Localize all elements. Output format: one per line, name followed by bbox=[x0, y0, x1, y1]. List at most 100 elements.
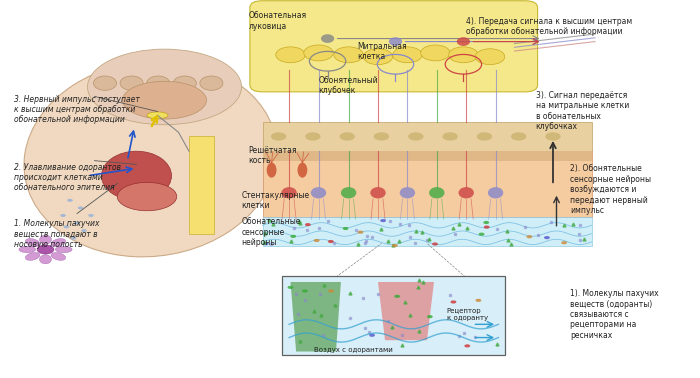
Circle shape bbox=[363, 49, 393, 65]
Ellipse shape bbox=[88, 49, 241, 125]
Circle shape bbox=[302, 290, 308, 293]
Text: Митральная
клетка: Митральная клетка bbox=[357, 42, 407, 61]
Circle shape bbox=[394, 295, 400, 298]
Circle shape bbox=[305, 132, 321, 141]
Text: Решётчатая
кость: Решётчатая кость bbox=[248, 146, 297, 165]
Circle shape bbox=[64, 225, 69, 228]
Ellipse shape bbox=[389, 37, 402, 46]
Ellipse shape bbox=[200, 76, 223, 90]
Circle shape bbox=[427, 315, 433, 318]
Ellipse shape bbox=[267, 163, 276, 178]
Ellipse shape bbox=[341, 187, 356, 198]
Text: 1). Молекулы пахучих
веществ (одоранты)
связываются с
рецепторами на
ресничках: 1). Молекулы пахучих веществ (одоранты) … bbox=[570, 289, 659, 340]
Polygon shape bbox=[378, 282, 434, 340]
Bar bbox=[262, 151, 592, 217]
Circle shape bbox=[290, 235, 296, 238]
Circle shape bbox=[37, 245, 54, 254]
Text: 1. Молекулы пахучих
веществ попадают в
носовую полость: 1. Молекулы пахучих веществ попадают в н… bbox=[14, 219, 99, 249]
Bar bbox=[389, 296, 413, 307]
Circle shape bbox=[421, 45, 450, 61]
Circle shape bbox=[358, 231, 363, 234]
Circle shape bbox=[393, 47, 422, 63]
Circle shape bbox=[451, 301, 456, 304]
Circle shape bbox=[374, 132, 389, 141]
Text: Обонательные
сенсорные
нейроны: Обонательные сенсорные нейроны bbox=[241, 217, 301, 247]
Ellipse shape bbox=[25, 239, 40, 246]
Circle shape bbox=[475, 299, 482, 302]
Ellipse shape bbox=[146, 76, 169, 90]
Circle shape bbox=[545, 132, 561, 141]
Circle shape bbox=[442, 132, 458, 141]
Bar bbox=[262, 122, 592, 151]
Circle shape bbox=[71, 237, 76, 240]
Ellipse shape bbox=[51, 239, 66, 246]
Ellipse shape bbox=[321, 34, 335, 43]
Circle shape bbox=[369, 334, 375, 337]
Circle shape bbox=[477, 132, 492, 141]
Ellipse shape bbox=[102, 151, 172, 200]
Bar bbox=[262, 151, 592, 161]
Polygon shape bbox=[290, 282, 341, 352]
Circle shape bbox=[305, 223, 311, 226]
Circle shape bbox=[271, 132, 286, 141]
Circle shape bbox=[340, 132, 355, 141]
Bar bbox=[407, 313, 429, 321]
Text: Воздух с одорантами: Воздух с одорантами bbox=[314, 347, 393, 353]
Text: 3. Нервный импульс поступает
к высшим центрам обработки
обонательной информации: 3. Нервный импульс поступает к высшим це… bbox=[14, 94, 140, 124]
Circle shape bbox=[262, 242, 268, 245]
Circle shape bbox=[544, 236, 550, 239]
Circle shape bbox=[342, 227, 349, 230]
Ellipse shape bbox=[24, 61, 277, 257]
Ellipse shape bbox=[370, 187, 386, 198]
Ellipse shape bbox=[93, 76, 116, 90]
Circle shape bbox=[380, 219, 386, 222]
Ellipse shape bbox=[25, 253, 40, 260]
Circle shape bbox=[561, 241, 567, 244]
Circle shape bbox=[328, 289, 334, 293]
Text: Обонятельный
клубочек: Обонятельный клубочек bbox=[318, 76, 378, 95]
Text: 2). Обонятельные
сенсорные нейроны
возбуждаются и
передают нервный
импульс: 2). Обонятельные сенсорные нейроны возбу… bbox=[570, 164, 652, 215]
Ellipse shape bbox=[400, 187, 415, 198]
Circle shape bbox=[449, 47, 478, 63]
Circle shape bbox=[334, 47, 363, 63]
Ellipse shape bbox=[311, 187, 326, 198]
Ellipse shape bbox=[147, 112, 168, 119]
Circle shape bbox=[479, 232, 484, 236]
Ellipse shape bbox=[281, 187, 297, 198]
Circle shape bbox=[304, 45, 333, 61]
Ellipse shape bbox=[122, 81, 206, 119]
Circle shape bbox=[288, 286, 293, 289]
Circle shape bbox=[67, 199, 73, 202]
Ellipse shape bbox=[174, 76, 196, 90]
Circle shape bbox=[526, 235, 532, 239]
Text: 4). Передача сигнала к высшим центрам
обработки обонательной информации: 4). Передача сигнала к высшим центрам об… bbox=[466, 17, 631, 36]
Ellipse shape bbox=[19, 246, 36, 253]
Text: Стентакулярные
клетки: Стентакулярные клетки bbox=[241, 191, 309, 210]
Circle shape bbox=[81, 229, 87, 232]
Ellipse shape bbox=[488, 187, 503, 198]
Circle shape bbox=[276, 47, 305, 63]
Bar bbox=[307, 306, 330, 316]
Ellipse shape bbox=[120, 76, 144, 90]
Circle shape bbox=[483, 221, 489, 224]
Ellipse shape bbox=[429, 187, 444, 198]
Ellipse shape bbox=[39, 235, 52, 244]
Circle shape bbox=[432, 242, 438, 246]
Bar bbox=[322, 319, 346, 329]
Text: Обонательная
луковица: Обонательная луковица bbox=[248, 11, 307, 31]
Ellipse shape bbox=[298, 163, 307, 178]
Bar bbox=[262, 217, 592, 246]
Bar bbox=[189, 136, 213, 234]
FancyBboxPatch shape bbox=[250, 1, 538, 92]
Text: Рецептор
к одоранту: Рецептор к одоранту bbox=[447, 308, 488, 321]
Ellipse shape bbox=[51, 253, 66, 260]
Circle shape bbox=[74, 222, 80, 225]
Ellipse shape bbox=[55, 246, 72, 253]
Circle shape bbox=[511, 132, 526, 141]
Circle shape bbox=[314, 239, 320, 242]
Circle shape bbox=[408, 132, 424, 141]
Ellipse shape bbox=[39, 255, 52, 264]
Circle shape bbox=[484, 226, 489, 229]
Circle shape bbox=[78, 206, 83, 209]
Text: 3). Сигнал передаётся
на митральные клетки
в обонательных
клубочках: 3). Сигнал передаётся на митральные клет… bbox=[536, 91, 629, 131]
